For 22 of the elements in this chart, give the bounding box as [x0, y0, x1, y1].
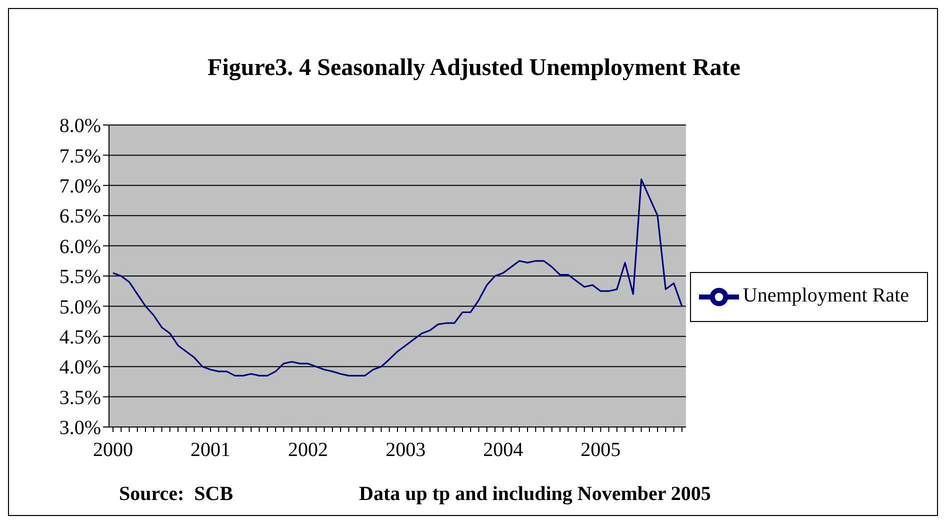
x-tick-label: 2005: [580, 439, 621, 462]
x-tick-label: 2002: [288, 439, 328, 462]
y-tick-label: 3.5%: [59, 386, 101, 409]
y-tick-label: 7.5%: [59, 145, 101, 168]
y-tick-label: 5.5%: [59, 266, 101, 288]
y-tick-label: 8.0%: [59, 115, 101, 138]
y-tick-label: 3.0%: [59, 417, 101, 440]
y-tick-label: 4.0%: [59, 356, 101, 379]
chart-title: Figure3. 4 Seasonally Adjusted Unemployment Rate: [206, 55, 742, 82]
legend-label: Unemployment Rate: [742, 284, 909, 307]
x-tick-label: 2004: [483, 439, 524, 462]
y-tick-label: 6.0%: [59, 236, 101, 258]
y-tick-label: 6.5%: [59, 206, 101, 228]
x-tick-label: 2001: [190, 439, 231, 462]
text: Data up tp and including November 2005: [359, 483, 711, 506]
x-tick-label: 2003: [386, 439, 426, 462]
y-tick-label: 4.5%: [59, 326, 101, 348]
source-note: Source: SCB: [119, 483, 234, 506]
y-tick-label: 7.0%: [59, 176, 101, 198]
x-tick-label: 2000: [93, 439, 133, 462]
line-series: [112, 178, 683, 376]
y-tick-label: 5.0%: [59, 296, 101, 318]
